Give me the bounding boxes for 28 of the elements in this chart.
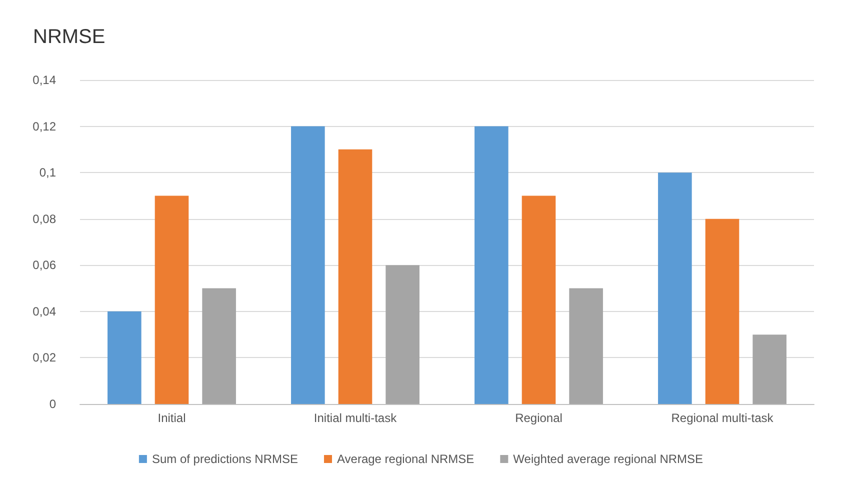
y-tick-label: 0,06 bbox=[32, 258, 56, 272]
y-tick-label: 0,12 bbox=[32, 119, 56, 134]
bar bbox=[386, 265, 420, 404]
bar bbox=[474, 126, 508, 404]
y-tick-label: 0,08 bbox=[32, 212, 56, 226]
legend-label: Sum of predictions NRMSE bbox=[152, 452, 298, 466]
legend-label: Average regional NRMSE bbox=[336, 452, 474, 466]
x-tick-label: Regional bbox=[515, 411, 562, 425]
y-tick-label: 0,14 bbox=[32, 73, 56, 87]
y-tick-label: 0,02 bbox=[32, 350, 56, 365]
bar bbox=[202, 288, 236, 404]
bar bbox=[569, 288, 603, 404]
bar bbox=[522, 196, 556, 404]
bar bbox=[338, 149, 372, 404]
bar bbox=[154, 196, 189, 404]
x-tick-label: Regional multi-task bbox=[671, 411, 774, 425]
bar bbox=[705, 218, 740, 404]
y-tick-label: 0,1 bbox=[39, 166, 56, 180]
y-tick-label: 0,04 bbox=[32, 304, 56, 318]
x-tick-label: Initial bbox=[158, 411, 186, 425]
chart-title: NRMSE bbox=[33, 26, 106, 48]
bar bbox=[108, 311, 142, 404]
bar bbox=[658, 172, 692, 404]
bar bbox=[291, 126, 325, 404]
y-tick-label: 0 bbox=[49, 397, 56, 411]
x-tick-label: Initial multi-task bbox=[314, 411, 398, 425]
bar bbox=[752, 334, 786, 404]
legend-label: Weighted average regional NRMSE bbox=[513, 452, 704, 466]
